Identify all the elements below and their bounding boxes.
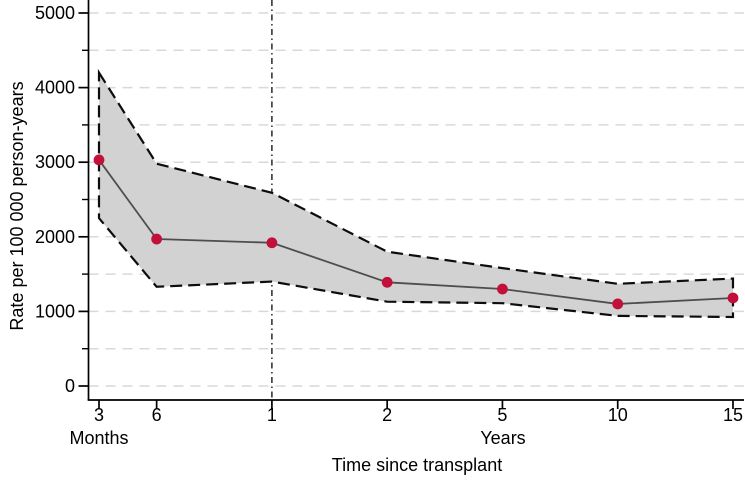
confidence-band [99, 72, 733, 317]
data-point [497, 283, 508, 295]
data-point [727, 292, 739, 304]
x-tick-label: 5 [497, 405, 507, 425]
data-point [93, 154, 105, 166]
y-tick-label: 4000 [35, 78, 75, 98]
y-tick-label: 0 [65, 376, 75, 396]
x-tick-label: 6 [152, 405, 162, 425]
data-point [612, 298, 624, 310]
data-point [151, 233, 163, 245]
y-tick-label: 5000 [35, 3, 75, 23]
x-axis-unit-months-label: Months [69, 428, 129, 448]
x-tick-label: 15 [723, 405, 743, 425]
y-tick-label: 3000 [35, 152, 75, 172]
confidence-band-border [97, 68, 735, 319]
data-point [266, 237, 278, 249]
y-axis-title: Rate per 100 000 person-years [7, 81, 27, 331]
x-tick-label: 10 [608, 405, 628, 425]
x-tick-label: 2 [382, 405, 392, 425]
data-point [381, 276, 393, 288]
x-tick-label: 3 [94, 405, 104, 425]
y-tick-label: 1000 [35, 301, 75, 321]
x-tick-label: 1 [267, 405, 277, 425]
x-axis-title: Time since transplant [331, 455, 503, 475]
y-tick-label: 2000 [35, 227, 75, 247]
x-axis-unit-years-label: Years [480, 428, 526, 448]
